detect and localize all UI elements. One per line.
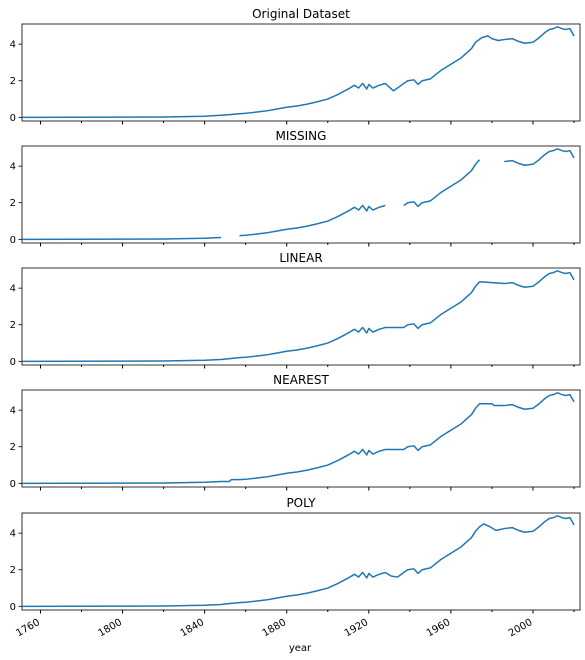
y-tick-label: 4 [10, 284, 16, 295]
x-tick-label: 1840 [179, 617, 207, 639]
x-tick-label: 1800 [97, 617, 125, 639]
data-line [21, 515, 575, 608]
y-tick-label: 4 [10, 406, 16, 417]
data-line [21, 236, 222, 241]
x-tick-label: 1760 [14, 617, 42, 639]
y-tick-label: 0 [10, 235, 16, 246]
y-tick-label: 0 [10, 479, 16, 490]
data-line [239, 204, 386, 237]
data-line [21, 270, 575, 363]
y-tick-label: 4 [10, 40, 16, 51]
plot-frame [21, 145, 581, 244]
y-tick-label: 0 [10, 602, 16, 613]
plot-frame [21, 389, 581, 488]
x-tick-label: 1960 [425, 617, 453, 639]
panel-title: MISSING [276, 129, 327, 143]
plot-frame [21, 23, 581, 122]
y-tick-label: 0 [10, 113, 16, 124]
y-tick-label: 2 [10, 565, 16, 576]
panel-title: LINEAR [279, 251, 322, 265]
x-axis-label: year [289, 643, 312, 654]
plot-frame [21, 267, 581, 366]
y-tick-label: 2 [10, 442, 16, 453]
plot-frame [21, 512, 581, 611]
panel-title: POLY [286, 496, 316, 510]
panel-title: NEAREST [273, 373, 329, 387]
data-line [21, 392, 575, 485]
data-line [504, 148, 575, 166]
x-tick-label: 1920 [343, 617, 371, 639]
y-tick-label: 4 [10, 529, 16, 540]
x-tick-label: 2000 [507, 617, 535, 639]
panel-title: Original Dataset [252, 7, 350, 21]
x-tick-label: 1880 [261, 617, 289, 639]
y-tick-label: 2 [10, 320, 16, 331]
data-line [21, 26, 575, 119]
data-line [403, 159, 481, 208]
y-tick-label: 4 [10, 162, 16, 173]
y-tick-label: 0 [10, 357, 16, 368]
y-tick-label: 2 [10, 76, 16, 87]
y-tick-label: 2 [10, 198, 16, 209]
